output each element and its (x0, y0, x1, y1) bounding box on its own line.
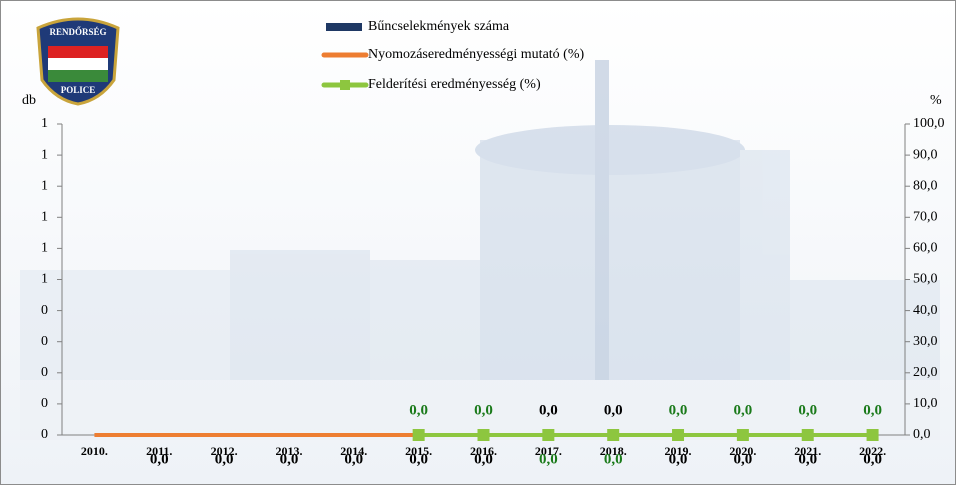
data-label: 0,0 (669, 402, 688, 418)
data-label: 0,0 (215, 451, 234, 467)
data-label: 0,0 (150, 451, 169, 467)
line-marker (542, 429, 555, 441)
y-tick-label: 0 (41, 365, 48, 380)
y2-tick-label: 30,0 (913, 334, 938, 349)
data-label: 0,0 (604, 451, 623, 467)
y2-tick-label: 50,0 (913, 272, 938, 287)
x-tick-label: 2018. (600, 444, 627, 458)
y-tick-label: 0 (41, 303, 48, 318)
y2-tick-label: 90,0 (913, 147, 938, 162)
x-tick-label: 2021. (794, 444, 821, 458)
y-tick-label: 1 (41, 147, 48, 162)
data-label: 0,0 (798, 451, 817, 467)
x-tick-label: 2012. (211, 444, 238, 458)
legend-swatch (326, 23, 362, 31)
data-label: 0,0 (604, 402, 623, 418)
x-tick-label: 2015. (405, 444, 432, 458)
data-label: 0,0 (539, 451, 558, 467)
data-label: 0,0 (669, 451, 688, 467)
data-label: 0,0 (280, 451, 299, 467)
data-label: 0,0 (539, 402, 558, 418)
legend-label: Bűncselekmények száma (368, 19, 510, 34)
legend-label: Felderítési eredményesség (%) (368, 77, 541, 92)
y2-tick-label: 20,0 (913, 365, 938, 380)
data-label: 0,0 (798, 402, 817, 418)
y2-tick-label: 10,0 (913, 396, 938, 411)
data-label: 0,0 (734, 402, 753, 418)
y-tick-label: 1 (41, 178, 48, 193)
y-tick-label: 0 (41, 396, 48, 411)
line-marker (607, 429, 620, 441)
x-tick-label: 2011. (146, 444, 172, 458)
x-tick-label: 2017. (535, 444, 562, 458)
data-label: 0,0 (734, 451, 753, 467)
legend-marker (340, 80, 350, 90)
y-axis-label: db (22, 93, 36, 108)
x-tick-label: 2022. (859, 444, 886, 458)
data-label: 0,0 (863, 451, 882, 467)
x-tick-label: 2016. (470, 444, 497, 458)
data-label: 0,0 (409, 451, 428, 467)
x-tick-label: 2019. (665, 444, 692, 458)
line-marker (736, 429, 749, 441)
y-tick-label: 1 (41, 210, 48, 225)
y2-axis-label: % (930, 93, 942, 108)
line-marker (672, 429, 685, 441)
line-marker (866, 429, 879, 441)
x-tick-label: 2013. (275, 444, 302, 458)
y2-tick-label: 100,0 (913, 116, 945, 131)
legend-label: Nyomozáseredményességi mutató (%) (368, 47, 584, 62)
data-label: 0,0 (474, 402, 493, 418)
data-label: 0,0 (863, 402, 882, 418)
line-marker (412, 429, 425, 441)
y-tick-label: 0 (41, 427, 48, 442)
background-buildings (20, 60, 940, 440)
x-tick-label: 2020. (729, 444, 756, 458)
y2-tick-label: 60,0 (913, 241, 938, 256)
y-tick-label: 1 (41, 272, 48, 287)
y2-tick-label: 80,0 (913, 178, 938, 193)
logo-text: RENDŐRSÉG (49, 27, 106, 37)
x-tick-label: 2014. (340, 444, 367, 458)
y2-tick-label: 40,0 (913, 303, 938, 318)
y-tick-label: 0 (41, 334, 48, 349)
logo: RENDŐRSÉG POLICE (36, 17, 120, 106)
y-tick-label: 1 (41, 116, 48, 131)
y2-tick-label: 70,0 (913, 210, 938, 225)
x-tick-label: 2010. (81, 444, 108, 458)
line-marker (477, 429, 490, 441)
data-label: 0,0 (409, 402, 428, 418)
y2-tick-label: 0,0 (913, 427, 931, 442)
data-label: 0,0 (344, 451, 363, 467)
data-label: 0,0 (474, 451, 493, 467)
y-tick-label: 1 (41, 241, 48, 256)
line-marker (801, 429, 814, 441)
logo-text: POLICE (61, 85, 96, 95)
